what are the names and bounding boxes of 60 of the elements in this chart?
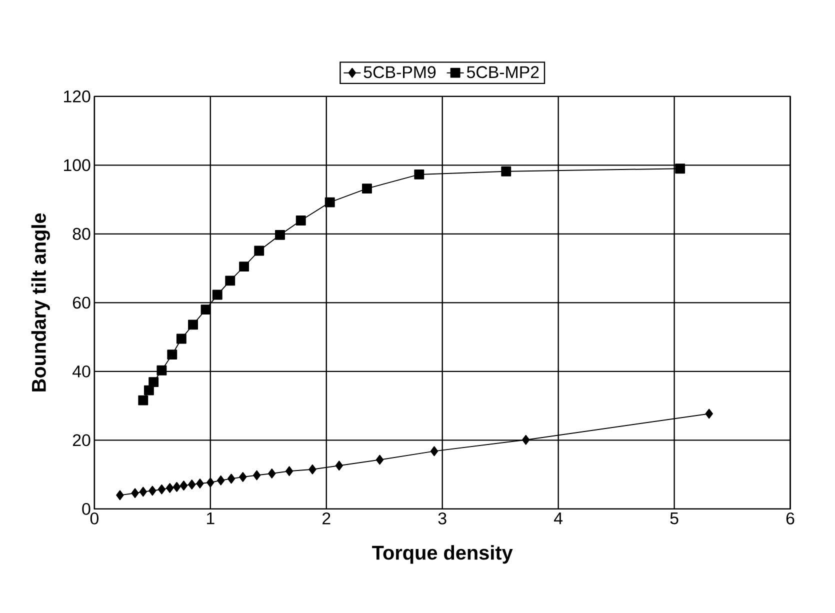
point	[239, 472, 247, 482]
point	[335, 460, 343, 470]
y-axis-title: Boundary tilt angle	[31, 213, 50, 392]
x-tick-label: 2	[322, 512, 330, 524]
point	[239, 261, 250, 272]
point	[167, 349, 178, 360]
point	[254, 246, 264, 256]
legend-label: 5CB-MP2	[466, 66, 539, 78]
y-tick-label: 20	[72, 434, 90, 446]
point	[675, 163, 686, 174]
point	[324, 197, 335, 208]
point	[196, 478, 204, 488]
x-tick-label: 3	[438, 512, 446, 524]
x-tick-label: 6	[786, 512, 794, 524]
y-tick-label: 60	[72, 296, 90, 309]
point	[172, 482, 181, 492]
x-tick-label: 1	[207, 512, 214, 524]
x-tick-label: 5	[670, 512, 678, 524]
point	[268, 468, 276, 478]
point	[131, 488, 139, 498]
y-tick-label: 0	[82, 502, 90, 515]
point	[200, 304, 211, 314]
point	[180, 480, 188, 490]
point	[376, 454, 384, 465]
point	[216, 475, 225, 486]
point	[156, 365, 167, 376]
point	[148, 486, 156, 496]
point	[225, 276, 236, 286]
y-tick-label: 80	[72, 228, 90, 240]
legend-label: 5CB-PM9	[364, 66, 436, 78]
point	[275, 230, 285, 240]
point	[206, 477, 214, 488]
point	[188, 320, 198, 330]
point	[158, 484, 166, 494]
point	[414, 169, 424, 180]
point	[227, 474, 236, 484]
y-tick-label: 100	[64, 159, 90, 171]
point	[296, 215, 306, 226]
point	[430, 446, 438, 456]
point	[148, 376, 159, 387]
point	[144, 385, 154, 396]
point	[362, 183, 372, 194]
x-axis-title: Torque density	[372, 545, 513, 564]
point	[116, 490, 124, 500]
x-tick-label: 4	[554, 512, 563, 524]
point	[138, 395, 148, 406]
point	[188, 479, 196, 490]
point	[252, 470, 261, 480]
point	[501, 166, 512, 176]
x-tick-label: 0	[90, 512, 98, 524]
y-tick-label: 120	[64, 90, 90, 102]
point	[176, 334, 186, 344]
point	[285, 466, 294, 476]
y-tick-label: 40	[72, 365, 90, 378]
point	[139, 486, 148, 497]
point	[705, 408, 713, 419]
point	[308, 464, 316, 474]
point	[522, 434, 530, 445]
point	[212, 290, 222, 300]
point	[166, 482, 174, 493]
